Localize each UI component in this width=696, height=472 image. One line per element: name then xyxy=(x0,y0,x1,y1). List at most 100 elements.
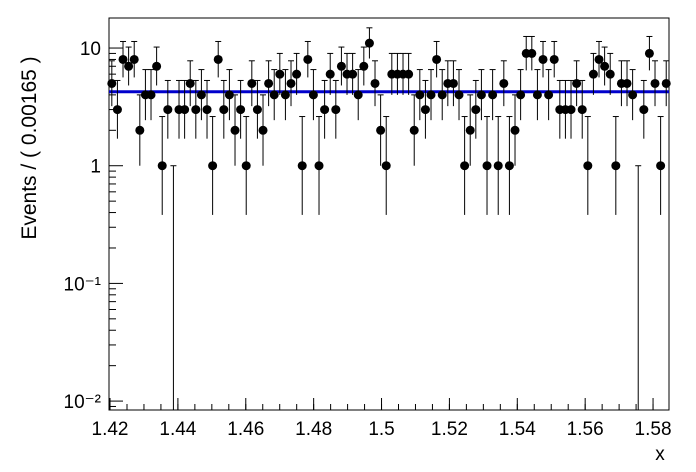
data-point xyxy=(482,161,492,171)
data-point xyxy=(566,105,576,115)
y-tick-label: 10⁻² xyxy=(64,392,102,413)
data-point xyxy=(303,54,313,64)
data-point xyxy=(314,161,324,171)
data-point xyxy=(583,161,593,171)
x-tick-label: 1.48 xyxy=(295,419,332,440)
data-point xyxy=(404,69,414,79)
data-point xyxy=(622,78,632,88)
data-point xyxy=(460,161,470,171)
data-point xyxy=(549,54,559,64)
data-point xyxy=(191,105,201,115)
data-point xyxy=(448,78,458,88)
data-point xyxy=(415,90,425,100)
data-point xyxy=(202,105,212,115)
data-point xyxy=(196,90,206,100)
data-point xyxy=(577,105,587,115)
data-point xyxy=(236,105,246,115)
data-point xyxy=(493,161,503,171)
data-point xyxy=(572,78,582,88)
data-point xyxy=(650,78,660,88)
data-point xyxy=(661,78,671,88)
data-point xyxy=(527,48,537,58)
data-point xyxy=(516,90,526,100)
data-point xyxy=(275,69,285,79)
data-point xyxy=(331,105,341,115)
data-point xyxy=(264,78,274,88)
data-point xyxy=(381,161,391,171)
data-point xyxy=(292,69,302,79)
data-point xyxy=(224,90,234,100)
data-point xyxy=(420,105,430,115)
data-point xyxy=(269,90,279,100)
data-point xyxy=(325,69,335,79)
data-point xyxy=(628,90,638,100)
data-point xyxy=(644,48,654,58)
data-point xyxy=(588,69,598,79)
data-point xyxy=(286,78,296,88)
data-point xyxy=(611,161,621,171)
data-point xyxy=(639,105,649,115)
data-point xyxy=(320,105,330,115)
data-point xyxy=(213,54,223,64)
data-point xyxy=(476,90,486,100)
data-point xyxy=(280,90,290,100)
data-point xyxy=(510,125,520,135)
x-tick-label: 1.58 xyxy=(635,419,672,440)
data-point xyxy=(499,78,509,88)
data-point xyxy=(107,78,117,88)
data-point xyxy=(532,90,542,100)
data-point xyxy=(157,161,167,171)
data-point xyxy=(112,105,122,115)
data-point xyxy=(594,54,604,64)
x-tick-label: 1.42 xyxy=(92,419,129,440)
data-point xyxy=(146,90,156,100)
data-point xyxy=(605,69,615,79)
data-point xyxy=(258,125,268,135)
x-tick-label: 1.44 xyxy=(159,419,196,440)
y-tick-label: 1 xyxy=(90,157,101,178)
data-point xyxy=(544,90,554,100)
data-point xyxy=(454,90,464,100)
data-point xyxy=(152,61,162,71)
data-point xyxy=(308,90,318,100)
data-point xyxy=(163,105,173,115)
data-point xyxy=(465,125,475,135)
data-point xyxy=(504,161,514,171)
data-point xyxy=(426,90,436,100)
data-point xyxy=(219,105,229,115)
data-point xyxy=(185,78,195,88)
x-axis-label: x xyxy=(655,444,665,465)
data-point xyxy=(135,125,145,135)
x-tick-label: 1.5 xyxy=(368,419,394,440)
data-point xyxy=(359,61,369,71)
x-tick-label: 1.54 xyxy=(499,419,536,440)
data-point xyxy=(230,125,240,135)
data-point xyxy=(538,54,548,64)
plot-frame xyxy=(108,17,670,411)
data-point xyxy=(129,54,139,64)
data-point xyxy=(247,78,257,88)
x-tick-label: 1.52 xyxy=(431,419,468,440)
data-point xyxy=(208,161,218,171)
y-axis-label: Events / ( 0.00165 ) xyxy=(18,56,41,239)
data-point xyxy=(656,161,666,171)
data-point xyxy=(252,105,262,115)
data-point xyxy=(241,161,251,171)
x-tick-label: 1.56 xyxy=(567,419,604,440)
data-point xyxy=(600,61,610,71)
x-tick-label: 1.46 xyxy=(227,419,264,440)
data-point xyxy=(370,78,380,88)
data-point xyxy=(471,105,481,115)
data-point xyxy=(180,105,190,115)
data-point xyxy=(437,90,447,100)
y-tick-label: 10 xyxy=(80,39,101,60)
data-point xyxy=(488,90,498,100)
data-point xyxy=(432,54,442,64)
data-point xyxy=(336,61,346,71)
data-point xyxy=(409,125,419,135)
data-point xyxy=(348,69,358,79)
data-point xyxy=(118,54,128,64)
data-point xyxy=(353,90,363,100)
